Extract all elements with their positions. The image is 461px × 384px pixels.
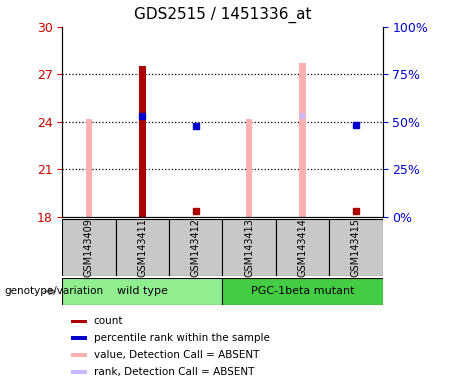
Bar [71, 336, 87, 340]
Text: count: count [94, 316, 123, 326]
Text: rank, Detection Call = ABSENT: rank, Detection Call = ABSENT [94, 367, 254, 377]
Text: PGC-1beta mutant: PGC-1beta mutant [251, 286, 355, 296]
Bar [329, 219, 383, 276]
Bar [246, 119, 252, 217]
Text: GSM143415: GSM143415 [351, 218, 361, 277]
Text: value, Detection Call = ABSENT: value, Detection Call = ABSENT [94, 350, 259, 360]
Text: percentile rank within the sample: percentile rank within the sample [94, 333, 270, 343]
Bar [139, 66, 146, 217]
Bar [71, 319, 87, 323]
Bar [86, 119, 92, 217]
Text: GSM143409: GSM143409 [84, 218, 94, 277]
Bar [62, 219, 116, 276]
Text: GSM143411: GSM143411 [137, 218, 148, 277]
Text: GSM143414: GSM143414 [297, 218, 307, 277]
Bar [299, 63, 306, 217]
Bar [62, 278, 222, 305]
Text: GSM143412: GSM143412 [191, 218, 201, 277]
Bar [223, 219, 276, 276]
Bar [169, 219, 222, 276]
Title: GDS2515 / 1451336_at: GDS2515 / 1451336_at [134, 7, 311, 23]
Bar [223, 278, 383, 305]
Bar [300, 113, 305, 119]
Text: GSM143413: GSM143413 [244, 218, 254, 277]
Bar [116, 219, 169, 276]
Text: wild type: wild type [117, 286, 168, 296]
Text: genotype/variation: genotype/variation [5, 286, 104, 296]
Bar [71, 353, 87, 357]
Bar [276, 219, 329, 276]
Bar [71, 370, 87, 374]
